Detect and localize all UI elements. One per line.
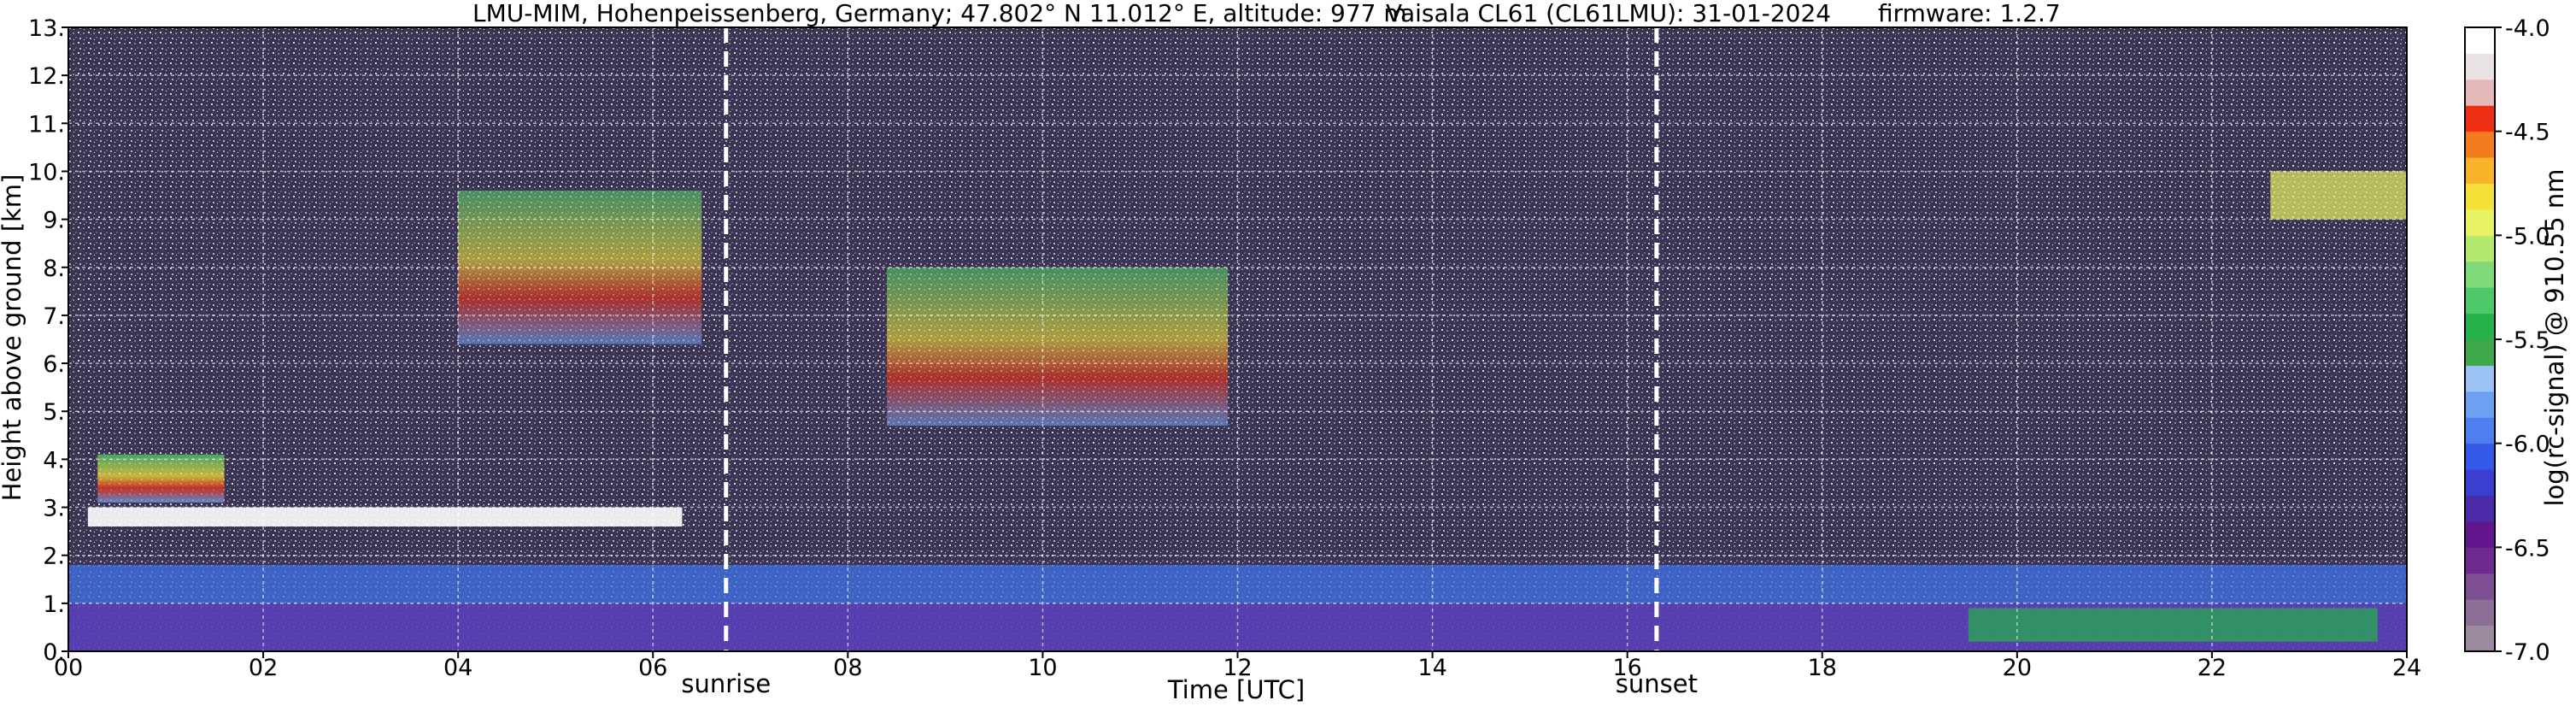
x-tick-label: 06 bbox=[638, 655, 667, 681]
y-tick-label: 3. bbox=[43, 496, 65, 522]
event-label-sunset: sunset bbox=[1616, 669, 1698, 698]
x-tick-label: 22 bbox=[2198, 655, 2227, 681]
colorbar-segment bbox=[2465, 183, 2495, 210]
colorbar-segment bbox=[2465, 495, 2495, 522]
colorbar-segment bbox=[2465, 625, 2495, 652]
colorbar-tick-label: -6.5 bbox=[2505, 535, 2550, 562]
colorbar-segment bbox=[2465, 235, 2495, 262]
colorbar-segment bbox=[2465, 53, 2495, 80]
x-tick-label: 20 bbox=[2003, 655, 2032, 681]
layer-cloud-early bbox=[97, 454, 225, 503]
y-tick-label: 1. bbox=[43, 591, 65, 618]
plot-area: sunrise sunset bbox=[67, 26, 2408, 698]
layer-cirrus-morning bbox=[458, 190, 702, 344]
colorbar-tick-label: -4.5 bbox=[2505, 120, 2550, 146]
y-tick-label: 7. bbox=[43, 303, 65, 330]
y-tick-label: 0. bbox=[43, 639, 65, 666]
colorbar-segment bbox=[2465, 105, 2495, 132]
layer-aerosol-afternoon bbox=[1968, 608, 2378, 642]
colorbar-tick-label: -7.0 bbox=[2505, 639, 2550, 666]
colorbar-segment bbox=[2465, 469, 2495, 496]
y-tick-label: 2. bbox=[43, 544, 65, 570]
y-tick-label: 12. bbox=[28, 63, 65, 90]
y-tick-label: 11. bbox=[28, 111, 65, 138]
background-noise bbox=[68, 27, 2407, 651]
y-tick-label: 4. bbox=[43, 447, 65, 474]
colorbar-tick-label: -4.0 bbox=[2505, 15, 2550, 42]
colorbar-segment bbox=[2465, 131, 2495, 158]
title-instrument: Vaisala CL61 (CL61LMU): 31-01-2024 bbox=[1386, 0, 1831, 27]
x-tick-label: 04 bbox=[443, 655, 472, 681]
colorbar-segment bbox=[2465, 573, 2495, 600]
title-firmware: firmware: 1.2.7 bbox=[1878, 0, 2061, 27]
colorbar-segment bbox=[2465, 365, 2495, 392]
event-label-sunrise: sunrise bbox=[681, 669, 771, 698]
x-tick-label: 16 bbox=[1612, 655, 1641, 681]
colorbar-segment bbox=[2465, 599, 2495, 627]
y-tick-label: 10. bbox=[28, 159, 65, 185]
y-tick-label: 8. bbox=[43, 256, 65, 282]
x-tick-label: 12 bbox=[1223, 655, 1252, 681]
y-axis-label: Height above ground [km] bbox=[0, 174, 26, 502]
x-tick-label: 14 bbox=[1417, 655, 1446, 681]
layer-cirrus-midday bbox=[886, 267, 1229, 427]
colorbar-segment bbox=[2465, 547, 2495, 574]
x-tick-label: 24 bbox=[2392, 655, 2421, 681]
layer-cloud-late bbox=[2270, 171, 2407, 220]
layer-low-cloud-morning bbox=[87, 507, 683, 527]
x-tick-label: 08 bbox=[833, 655, 862, 681]
colorbar: -4.0 -4.5 -5.0 -5.5 -6.0 -6.5 -7.0 bbox=[2464, 15, 2550, 666]
y-tick-label: 6. bbox=[43, 351, 65, 378]
colorbar-segment bbox=[2465, 157, 2495, 184]
colorbar-segment bbox=[2465, 209, 2495, 236]
colorbar-segment bbox=[2465, 521, 2495, 548]
colorbar-segment bbox=[2465, 391, 2495, 418]
colorbar-label: log(rc-signal) @ 910.55 nm bbox=[2540, 168, 2569, 506]
title-site: LMU-MIM, Hohenpeissenberg, Germany; 47.8… bbox=[472, 0, 1407, 27]
colorbar-segment bbox=[2465, 27, 2495, 54]
colorbar-segment bbox=[2465, 79, 2495, 106]
x-tick-label: 10 bbox=[1028, 655, 1057, 681]
colorbar-segment bbox=[2465, 339, 2495, 366]
x-axis-label: Time [UTC] bbox=[1167, 675, 1305, 704]
colorbar-segment bbox=[2465, 443, 2495, 470]
colorbar-tick-label: -5.0 bbox=[2505, 223, 2550, 250]
y-tick-label: 5. bbox=[43, 399, 65, 426]
y-tick-label: 13. bbox=[28, 15, 65, 42]
colorbar-tick-label: -5.5 bbox=[2505, 327, 2550, 354]
colorbar-segment bbox=[2465, 313, 2495, 340]
colorbar-segment bbox=[2465, 287, 2495, 315]
x-tick-label: 00 bbox=[54, 655, 83, 681]
x-tick-label: 02 bbox=[249, 655, 278, 681]
x-tick-label: 18 bbox=[1808, 655, 1837, 681]
colorbar-tick-label: -6.0 bbox=[2505, 432, 2550, 458]
colorbar-segment bbox=[2465, 261, 2495, 288]
colorbar-segment bbox=[2465, 417, 2495, 444]
y-tick-label: 9. bbox=[43, 208, 65, 234]
